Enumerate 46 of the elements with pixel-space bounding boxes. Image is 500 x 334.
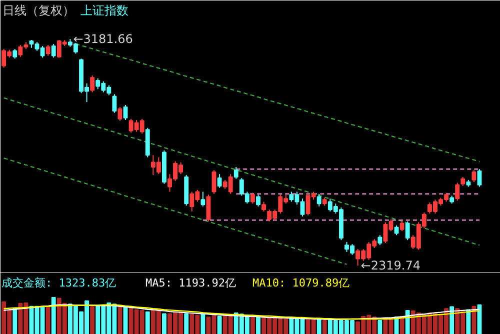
bar bbox=[316, 318, 322, 334]
series-label: 成交金额: 1323.83亿 bbox=[2, 276, 116, 290]
candlestick bbox=[455, 182, 460, 202]
candlestick bbox=[200, 191, 206, 207]
candlestick bbox=[234, 166, 238, 180]
candlestick bbox=[212, 170, 216, 194]
bar bbox=[378, 320, 382, 334]
candlestick bbox=[123, 104, 128, 120]
candlestick bbox=[217, 174, 222, 188]
candlestick bbox=[378, 234, 382, 246]
candlestick bbox=[90, 75, 95, 93]
candlestick bbox=[206, 194, 211, 222]
candlestick bbox=[51, 43, 56, 58]
text: MA10: 1079.89亿 bbox=[252, 276, 350, 290]
candlestick bbox=[12, 48, 18, 60]
bar bbox=[217, 316, 222, 334]
candlestick bbox=[118, 106, 122, 122]
chart-subtitle: 上证指数 bbox=[80, 4, 128, 18]
candlestick bbox=[250, 192, 255, 204]
bar bbox=[51, 297, 56, 334]
candlestick bbox=[394, 224, 399, 236]
bar bbox=[90, 306, 95, 334]
series-label: MA5: 1193.92亿 bbox=[146, 276, 236, 290]
bar bbox=[46, 306, 50, 334]
candlestick bbox=[477, 168, 482, 188]
candlestick bbox=[46, 44, 50, 56]
bar bbox=[472, 306, 476, 334]
bar bbox=[184, 313, 189, 334]
candlestick bbox=[400, 220, 404, 232]
candlestick bbox=[112, 94, 117, 114]
candlestick bbox=[256, 194, 260, 207]
candlestick bbox=[262, 201, 266, 212]
annotation: ←3181.66 bbox=[73, 32, 133, 46]
bar bbox=[405, 310, 410, 334]
candlestick bbox=[316, 193, 322, 207]
candlestick bbox=[405, 220, 410, 241]
bar bbox=[256, 316, 260, 334]
chart-title: 日线（复权） bbox=[2, 4, 74, 18]
bar bbox=[145, 311, 150, 334]
bar bbox=[162, 313, 166, 334]
bar bbox=[322, 320, 327, 334]
bar bbox=[200, 313, 206, 334]
bar bbox=[12, 308, 18, 334]
annotation: ←2319.74 bbox=[360, 258, 420, 273]
bar bbox=[466, 309, 471, 334]
candlestick bbox=[472, 170, 476, 183]
